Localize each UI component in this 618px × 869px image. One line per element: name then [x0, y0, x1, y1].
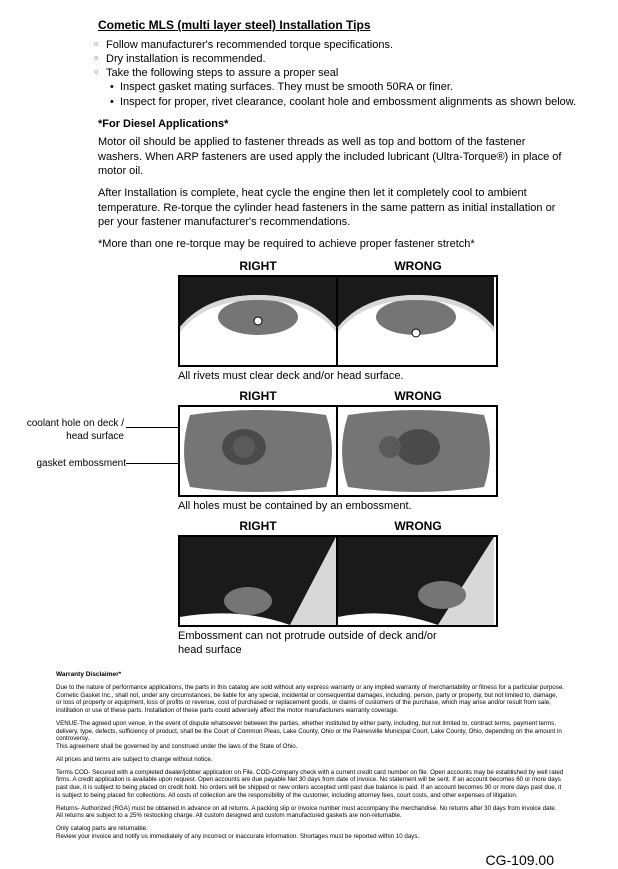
page-footer-code: CG-109.00: [28, 851, 554, 869]
label-right: RIGHT: [178, 259, 338, 275]
paragraph: Motor oil should be applied to fastener …: [98, 135, 570, 178]
section-heading: *For Diesel Applications*: [98, 117, 590, 131]
caption-3: Embossment can not protrude outside of d…: [178, 629, 438, 658]
page-title: Cometic MLS (multi layer steel) Installa…: [98, 18, 590, 34]
disclaimer-p: All prices and terms are subject to chan…: [56, 756, 564, 764]
bullet-list: Follow manufacturer's recommended torque…: [96, 38, 590, 109]
caption-2: All holes must be contained by an emboss…: [178, 499, 590, 513]
diagram-row-3: RIGHT WRONG Embossment can not protrude …: [178, 519, 590, 657]
label-wrong: WRONG: [338, 389, 498, 405]
panel-wrong-3: [338, 535, 498, 627]
diagram-row-1: RIGHT WRONG All rivets must clear deck a…: [178, 259, 590, 383]
disclaimer-title: Warranty Disclaimer*: [56, 671, 590, 679]
label-wrong: WRONG: [338, 519, 498, 535]
disclaimer-p: VENUE-The agreed upon venue, in the even…: [56, 720, 564, 751]
bullet-subitem: Inspect for proper, rivet clearance, coo…: [110, 95, 590, 109]
panel-wrong-1: [338, 275, 498, 367]
bullet-item: Follow manufacturer's recommended torque…: [96, 38, 590, 52]
label-wrong: WRONG: [338, 259, 498, 275]
annotation-gasket: gasket embossment: [8, 457, 126, 470]
bullet-item: Dry installation is recommended.: [96, 52, 590, 66]
paragraph: *More than one re-torque may be required…: [98, 237, 570, 251]
label-right: RIGHT: [178, 519, 338, 535]
disclaimer-p: Returns- Authorized (RGA) must be obtain…: [56, 805, 564, 821]
bullet-item: Take the following steps to assure a pro…: [96, 66, 590, 80]
annotation-coolant: coolant hole on deck / head surface: [24, 417, 124, 443]
panel-right-2: [178, 405, 338, 497]
panel-right-3: [178, 535, 338, 627]
bullet-subitem: Inspect gasket mating surfaces. They mus…: [110, 80, 590, 94]
panel-right-1: [178, 275, 338, 367]
diagram-row-2: coolant hole on deck / head surface gask…: [28, 389, 590, 513]
caption-1: All rivets must clear deck and/or head s…: [178, 369, 590, 383]
paragraph: After Installation is complete, heat cyc…: [98, 186, 570, 229]
disclaimer-p: Only catalog parts are returnable.Review…: [56, 825, 564, 841]
label-right: RIGHT: [178, 389, 338, 405]
panel-wrong-2: [338, 405, 498, 497]
disclaimer-p: Terms COD- Secured with a completed deal…: [56, 769, 564, 800]
disclaimer-body: Due to the nature of performance applica…: [56, 684, 564, 841]
disclaimer-p: Due to the nature of performance applica…: [56, 684, 564, 715]
